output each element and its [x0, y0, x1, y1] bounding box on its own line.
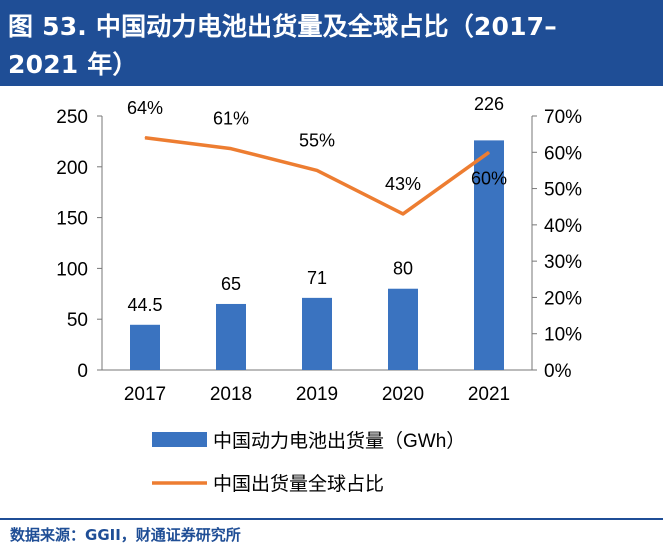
left-axis-tick-label: 200	[56, 158, 88, 179]
source-note: 数据来源：GGII，财通证券研究所	[10, 526, 241, 544]
share-value-label: 60%	[471, 168, 507, 188]
x-axis-tick-label: 2020	[382, 384, 424, 405]
bar-2020	[388, 288, 418, 370]
share-point	[144, 137, 146, 139]
bar-2018	[216, 303, 246, 370]
right-axis-tick-label: 70%	[544, 107, 582, 128]
share-point	[488, 151, 490, 153]
right-axis-tick-label: 20%	[544, 288, 582, 309]
right-axis-tick-label: 40%	[544, 216, 582, 237]
share-value-label: 64%	[127, 98, 163, 118]
right-axis-tick-label: 50%	[544, 180, 582, 201]
legend-bar-label: 中国动力电池出货量（GWh）	[213, 430, 465, 452]
x-axis-tick-label: 2017	[124, 384, 166, 405]
bar-value-label: 80	[393, 259, 413, 279]
bar-2021	[474, 140, 504, 370]
share-value-label: 61%	[213, 109, 249, 129]
footer-divider	[0, 518, 663, 520]
left-axis-tick-label: 100	[56, 259, 88, 280]
right-axis-tick-label: 0%	[544, 361, 572, 382]
share-point	[402, 213, 404, 215]
share-point	[230, 148, 232, 150]
right-axis-tick-label: 60%	[544, 143, 582, 164]
chart-title-line-1: 图 53. 中国动力电池出货量及全球占比（2017–	[8, 12, 557, 41]
bar-2017	[130, 324, 160, 370]
right-axis-tick-label: 30%	[544, 252, 582, 273]
left-axis-tick-label: 50	[67, 310, 88, 331]
left-axis-tick-label: 0	[77, 361, 88, 382]
chart-title-line-2: 2021 年）	[8, 50, 138, 79]
bar-value-label: 226	[474, 94, 504, 114]
bar-value-label: 71	[307, 268, 327, 288]
bar-value-label: 44.5	[127, 295, 162, 315]
footer: 数据来源：GGII，财通证券研究所	[0, 514, 663, 553]
combo-chart: 0 50 100 150 200 250 0% 10% 20% 30% 40% 50% 60% 70% 44…	[56, 94, 582, 495]
bar-value-label: 65	[221, 274, 241, 294]
x-axis-tick-label: 2018	[210, 384, 252, 405]
title-banner: 图 53. 中国动力电池出货量及全球占比（2017– 2021 年）	[0, 0, 663, 86]
share-point	[316, 169, 318, 171]
share-value-label: 55%	[299, 130, 335, 150]
share-value-label: 43%	[385, 174, 421, 194]
left-axis-tick-label: 250	[56, 107, 88, 128]
x-axis-tick-label: 2019	[296, 384, 338, 405]
legend-bar-swatch	[152, 432, 207, 447]
left-axis-tick-label: 150	[56, 209, 88, 230]
bar-2019	[302, 297, 332, 370]
legend-line-label: 中国出货量全球占比	[213, 473, 384, 495]
right-axis-tick-label: 10%	[544, 325, 582, 346]
x-axis-tick-label: 2021	[468, 384, 510, 405]
